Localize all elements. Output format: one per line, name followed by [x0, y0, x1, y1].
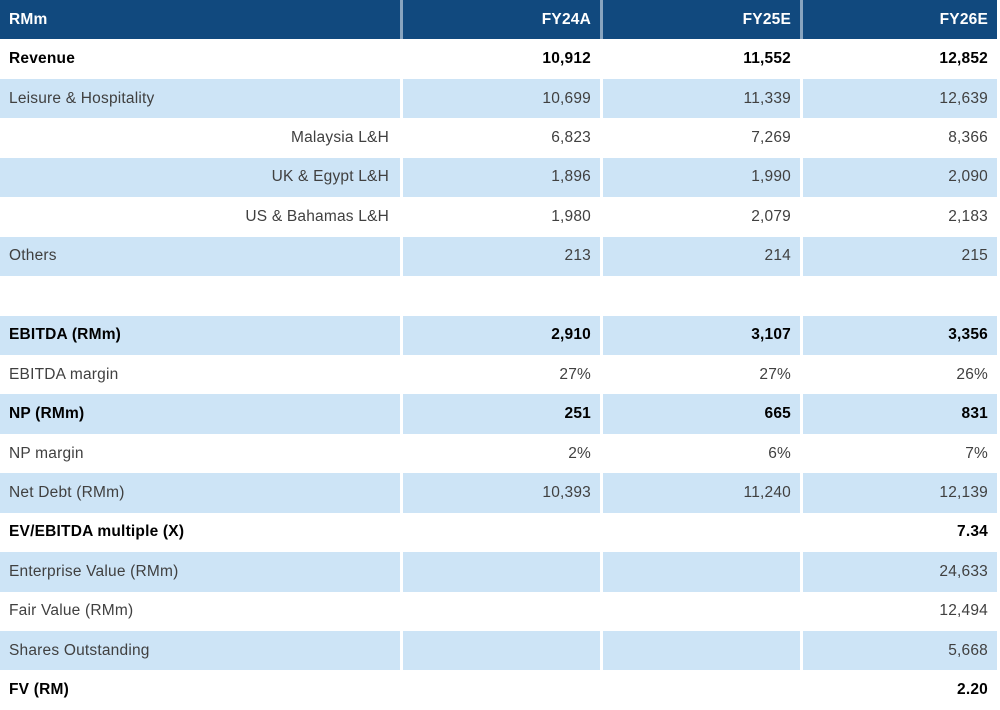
value-fy24a: 251 — [400, 394, 600, 434]
value-fy24a: 1,896 — [400, 157, 600, 198]
table-row: NP (RMm) 251 665 831 — [0, 394, 997, 434]
table-spacer-row — [0, 276, 997, 316]
table-row: Fair Value (RMm) 12,494 — [0, 591, 997, 631]
value-fy24a: 6,823 — [400, 118, 600, 158]
value-fy26e: 5,668 — [800, 631, 997, 671]
header-unit-label: RMm — [0, 0, 400, 40]
table-row: Enterprise Value (RMm) 24,633 — [0, 552, 997, 592]
value-fy26e: 2,183 — [800, 197, 997, 237]
value-fy25e: 1,990 — [600, 157, 800, 198]
table-row: UK & Egypt L&H 1,896 1,990 2,090 — [0, 157, 997, 198]
value-fy25e: 11,339 — [600, 78, 800, 119]
value-fy25e: 7,269 — [600, 118, 800, 158]
value-fy25e — [600, 670, 800, 710]
value-fy26e: 7.34 — [800, 512, 997, 553]
value-fy24a: 2,910 — [400, 315, 600, 355]
table-row: EBITDA margin 27% 27% 26% — [0, 354, 997, 395]
table-row: Shares Outstanding 5,668 — [0, 631, 997, 671]
value-fy26e: 8,366 — [800, 118, 997, 158]
row-label: NP margin — [0, 433, 400, 474]
value-fy26e: 3,356 — [800, 315, 997, 355]
table-row: EV/EBITDA multiple (X) 7.34 — [0, 512, 997, 553]
row-label: Fair Value (RMm) — [0, 591, 400, 631]
table-row: Leisure & Hospitality 10,699 11,339 12,639 — [0, 78, 997, 119]
value-fy26e: 12,494 — [800, 591, 997, 631]
value-fy25e: 3,107 — [600, 315, 800, 355]
table-row: Revenue 10,912 11,552 12,852 — [0, 39, 997, 79]
value-fy24a: 10,699 — [400, 78, 600, 119]
value-fy24a: 10,393 — [400, 473, 600, 513]
row-label: Shares Outstanding — [0, 631, 400, 671]
value-fy25e — [600, 512, 800, 553]
row-label: Enterprise Value (RMm) — [0, 552, 400, 592]
table-row: Net Debt (RMm) 10,393 11,240 12,139 — [0, 473, 997, 513]
value-fy26e: 831 — [800, 394, 997, 434]
row-label: Net Debt (RMm) — [0, 473, 400, 513]
value-fy25e: 27% — [600, 354, 800, 395]
value-fy25e: 11,552 — [600, 39, 800, 79]
value-fy24a — [400, 670, 600, 710]
header-col-fy25e: FY25E — [600, 0, 800, 40]
value-fy25e: 11,240 — [600, 473, 800, 513]
table-row: FV (RM) 2.20 — [0, 670, 997, 710]
value-fy26e: 12,852 — [800, 39, 997, 79]
value-fy24a — [400, 591, 600, 631]
row-label: EV/EBITDA multiple (X) — [0, 512, 400, 553]
value-fy26e: 26% — [800, 354, 997, 395]
header-col-fy24a: FY24A — [400, 0, 600, 40]
row-label — [0, 276, 400, 316]
value-fy24a — [400, 512, 600, 553]
row-label: Others — [0, 236, 400, 277]
value-fy24a: 1,980 — [400, 197, 600, 237]
value-fy25e — [600, 552, 800, 592]
table-row: EBITDA (RMm) 2,910 3,107 3,356 — [0, 315, 997, 355]
value-fy24a: 2% — [400, 433, 600, 474]
row-label: Malaysia L&H — [0, 118, 400, 158]
table-row: US & Bahamas L&H 1,980 2,079 2,183 — [0, 197, 997, 237]
table-row: Others 213 214 215 — [0, 236, 997, 277]
value-fy25e — [600, 276, 800, 316]
value-fy26e: 12,139 — [800, 473, 997, 513]
value-fy26e: 2,090 — [800, 157, 997, 198]
value-fy25e: 2,079 — [600, 197, 800, 237]
row-label: UK & Egypt L&H — [0, 157, 400, 198]
value-fy26e: 12,639 — [800, 78, 997, 119]
value-fy25e: 6% — [600, 433, 800, 474]
value-fy24a: 27% — [400, 354, 600, 395]
value-fy24a — [400, 631, 600, 671]
row-label: US & Bahamas L&H — [0, 197, 400, 237]
value-fy26e — [800, 276, 997, 316]
value-fy24a: 213 — [400, 236, 600, 277]
value-fy25e — [600, 591, 800, 631]
value-fy26e: 2.20 — [800, 670, 997, 710]
value-fy26e: 215 — [800, 236, 997, 277]
row-label: EBITDA margin — [0, 354, 400, 395]
row-label: FV (RM) — [0, 670, 400, 710]
value-fy26e: 7% — [800, 433, 997, 474]
header-col-fy26e: FY26E — [800, 0, 997, 40]
table-row: NP margin 2% 6% 7% — [0, 433, 997, 474]
row-label: EBITDA (RMm) — [0, 315, 400, 355]
table-header-row: RMm FY24A FY25E FY26E — [0, 0, 997, 40]
table-row: Malaysia L&H 6,823 7,269 8,366 — [0, 118, 997, 158]
row-label: Revenue — [0, 39, 400, 79]
value-fy24a — [400, 276, 600, 316]
value-fy26e: 24,633 — [800, 552, 997, 592]
table-body: Revenue 10,912 11,552 12,852 Leisure & Hospi… — [0, 39, 997, 710]
row-label: NP (RMm) — [0, 394, 400, 434]
value-fy25e: 214 — [600, 236, 800, 277]
value-fy25e — [600, 631, 800, 671]
row-label: Leisure & Hospitality — [0, 78, 400, 119]
value-fy24a: 10,912 — [400, 39, 600, 79]
value-fy25e: 665 — [600, 394, 800, 434]
value-fy24a — [400, 552, 600, 592]
